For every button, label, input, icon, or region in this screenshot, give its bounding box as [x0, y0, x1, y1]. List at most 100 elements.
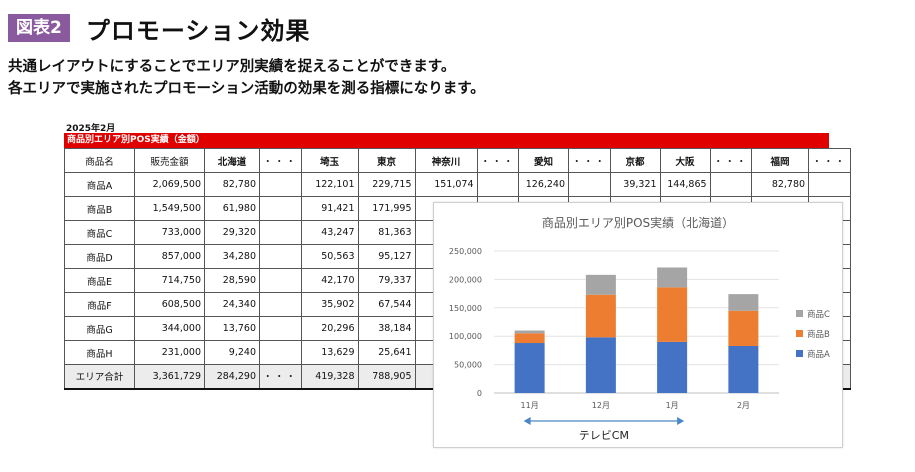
column-header: 京都 — [609, 148, 661, 173]
bar-segment — [657, 287, 688, 342]
row-label: 商品G — [64, 316, 135, 341]
table-cell — [709, 172, 753, 197]
table-cell: 61,980 — [204, 196, 260, 221]
table-cell: 50,563 — [300, 244, 359, 269]
legend-label: 商品B — [807, 329, 830, 340]
description: 共通レイアウトにすることでエリア別実績を捉えることができます。 各エリアで実施さ… — [8, 56, 485, 100]
table-cell: 608,500 — [134, 292, 205, 317]
table-cell: 9,240 — [204, 340, 260, 365]
table-cell: 144,865 — [659, 172, 711, 197]
bar-segment — [728, 294, 759, 311]
table-cell — [259, 268, 302, 293]
table-cell: 28,590 — [204, 268, 260, 293]
arrow-head-left — [523, 417, 531, 425]
table-cell: 34,280 — [204, 244, 260, 269]
table-cell — [259, 292, 302, 317]
table-cell: 91,421 — [300, 196, 359, 221]
table-cell: 25,641 — [357, 340, 416, 365]
column-header: 東京 — [357, 148, 416, 173]
bar-segment — [514, 343, 545, 393]
column-header: 神奈川 — [414, 148, 478, 173]
table-cell — [259, 340, 302, 365]
table-cell: 122,101 — [300, 172, 359, 197]
table-title: 商品別エリア別POS実績（金額） — [64, 133, 829, 148]
table-cell — [568, 172, 611, 197]
table-cell: 229,715 — [357, 172, 416, 197]
table-cell — [259, 172, 302, 197]
y-tick-label: 250,000 — [449, 247, 482, 256]
table-cell: 231,000 — [134, 340, 205, 365]
table-cell — [259, 316, 302, 341]
table-cell: 38,184 — [357, 316, 416, 341]
table-cell: 857,000 — [134, 244, 205, 269]
table-cell: 733,000 — [134, 220, 205, 245]
table-cell: 419,328 — [300, 364, 359, 389]
y-tick-label: 150,000 — [449, 304, 482, 313]
table-cell: 29,320 — [204, 220, 260, 245]
table-cell — [259, 220, 302, 245]
column-header: ・・・ — [476, 148, 520, 173]
row-label: 商品B — [64, 196, 135, 221]
table-cell: 2,069,500 — [134, 172, 205, 197]
x-tick-label: 2月 — [737, 401, 750, 410]
bar-segment — [514, 333, 545, 344]
column-header: ・・・ — [568, 148, 611, 173]
column-header: ・・・ — [709, 148, 753, 173]
table-cell: 20,296 — [300, 316, 359, 341]
table-cell: 42,170 — [300, 268, 359, 293]
table-cell: 82,780 — [751, 172, 810, 197]
table-cell: 35,902 — [300, 292, 359, 317]
figure-badge: 図表2 — [8, 14, 70, 42]
column-header: 販売金額 — [134, 148, 205, 173]
table-cell — [259, 244, 302, 269]
legend-swatch — [796, 350, 803, 357]
column-header: 埼玉 — [300, 148, 359, 173]
x-tick-label: 1月 — [666, 401, 679, 410]
table-cell: 788,905 — [357, 364, 416, 389]
figure-header: 図表2 プロモーション効果 — [8, 12, 311, 45]
table-row: 商品A 2,069,500 82,780 122,101 229,715 151,074 1… — [64, 172, 851, 197]
bar-segment — [585, 294, 616, 338]
table-cell — [808, 172, 851, 197]
table-cell: 82,780 — [204, 172, 260, 197]
table-cell: 95,127 — [357, 244, 416, 269]
chart-title: 商品別エリア別POS実績（北海道） — [542, 215, 734, 230]
description-line: 共通レイアウトにすることでエリア別実績を捉えることができます。 — [8, 59, 456, 75]
y-tick-label: 100,000 — [449, 332, 482, 341]
row-label: 商品D — [64, 244, 135, 269]
table-cell: 151,074 — [414, 172, 478, 197]
legend-swatch — [796, 310, 803, 317]
bar-segment — [585, 274, 616, 295]
legend-swatch — [796, 330, 803, 337]
column-header: 福岡 — [751, 148, 810, 173]
table-cell: 344,000 — [134, 316, 205, 341]
row-label: 商品F — [64, 292, 135, 317]
arrow-head-right — [677, 417, 685, 425]
table-cell: 67,544 — [357, 292, 416, 317]
y-tick-label: 200,000 — [449, 275, 482, 284]
row-label: 商品A — [64, 172, 135, 197]
description-line: 各エリアで実施されたプロモーション活動の効果を測る指標になります。 — [8, 81, 485, 97]
table-cell: 284,290 — [204, 364, 260, 389]
table-cell — [259, 196, 302, 221]
y-tick-label: 50,000 — [454, 361, 482, 370]
legend-label: 商品C — [807, 309, 830, 320]
column-header: 愛知 — [518, 148, 570, 173]
y-tick-label: 0 — [477, 389, 482, 398]
table-cell: 79,337 — [357, 268, 416, 293]
column-header: ・・・ — [259, 148, 302, 173]
column-header: 大阪 — [659, 148, 711, 173]
figure-title: プロモーション効果 — [85, 16, 311, 45]
table-cell: 39,321 — [609, 172, 661, 197]
table-cell — [476, 172, 520, 197]
table-cell: 714,750 — [134, 268, 205, 293]
x-tick-label: 11月 — [521, 401, 539, 410]
annotation-label: テレビCM — [579, 429, 629, 442]
table-cell: 171,995 — [357, 196, 416, 221]
row-label: 商品E — [64, 268, 135, 293]
table-header-row: 商品名 販売金額 北海道 ・・・ 埼玉 東京 神奈川 ・・・ 愛知 ・・・ 京都 大阪 ・・・ 福岡 ・・・ — [64, 148, 851, 173]
bar-segment — [728, 310, 759, 346]
x-tick-label: 12月 — [592, 401, 610, 410]
bar-segment — [657, 341, 688, 393]
row-label: エリア合計 — [64, 364, 135, 389]
